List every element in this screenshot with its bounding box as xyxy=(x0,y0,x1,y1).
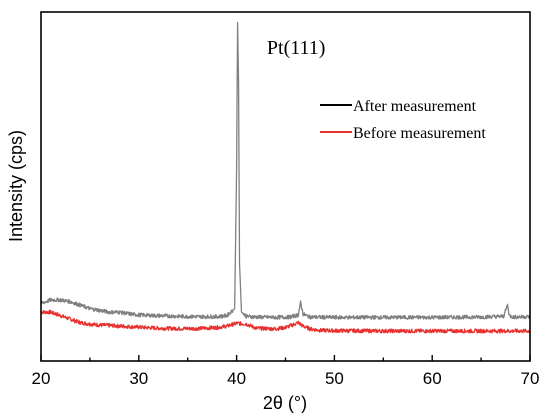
legend-label-before-measurement: Before measurement xyxy=(353,125,486,142)
y-axis-label: Intensity (cps) xyxy=(6,130,26,242)
x-axis-label: 2θ (°) xyxy=(263,393,307,413)
series-line-after-measurement xyxy=(40,21,531,320)
x-tick-label-50: 50 xyxy=(325,369,344,388)
peak-annotation-pt111: Pt(111) xyxy=(267,37,326,59)
series-layer xyxy=(40,21,531,334)
x-tick-label-40: 40 xyxy=(227,369,246,388)
x-tick-label-60: 60 xyxy=(423,369,442,388)
legend: After measurement Before measurement xyxy=(320,98,486,142)
plot-frame xyxy=(40,11,531,362)
legend-label-after-measurement: After measurement xyxy=(353,98,477,115)
x-tick-label-70: 70 xyxy=(521,369,540,388)
x-tick-layer: 20 30 40 50 60 70 xyxy=(32,355,540,388)
series-line-before-measurement xyxy=(40,309,531,334)
x-tick-label-30: 30 xyxy=(129,369,148,388)
x-tick-label-20: 20 xyxy=(32,369,51,388)
